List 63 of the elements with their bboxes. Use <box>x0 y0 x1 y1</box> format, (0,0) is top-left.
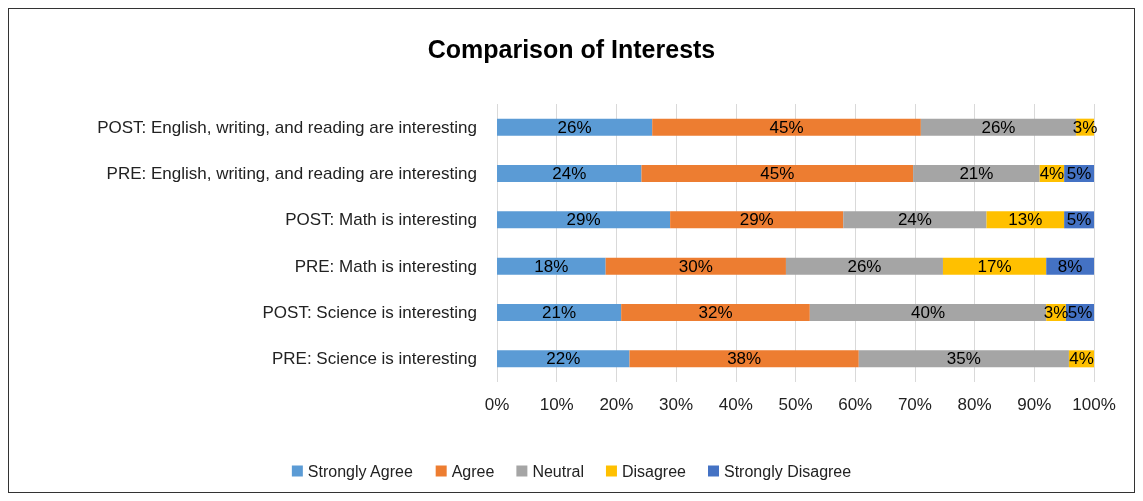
y-tick-label: PRE: English, writing, and reading are interesting <box>106 164 477 183</box>
data-label: 26% <box>981 117 1016 137</box>
bar <box>497 118 653 136</box>
bar <box>497 165 642 182</box>
x-tick-label: 0% <box>484 395 510 414</box>
data-label: 38% <box>727 349 762 369</box>
y-tick-label: PRE: Science is interesting <box>271 349 477 369</box>
bar <box>843 211 987 229</box>
data-label: 5% <box>1066 164 1092 183</box>
data-label: 35% <box>946 349 981 369</box>
bar <box>629 350 859 368</box>
x-tick-label: 20% <box>599 395 634 414</box>
data-label: 30% <box>678 256 713 276</box>
data-label: 24% <box>897 210 932 230</box>
data-label: 45% <box>769 117 804 137</box>
y-tick-label: POST: Science is interesting <box>262 303 477 322</box>
bar <box>785 257 943 275</box>
data-label: 8% <box>1057 256 1083 276</box>
data-label: 22% <box>546 349 581 369</box>
data-label: 26% <box>847 256 882 276</box>
x-tick-label: 80% <box>957 395 992 414</box>
bar <box>605 257 786 275</box>
data-label: 21% <box>542 303 577 322</box>
legend-label: Strongly Agree <box>307 462 413 480</box>
x-tick-label: 100% <box>1072 395 1116 414</box>
x-tick-label: 30% <box>659 395 694 414</box>
data-label: 45% <box>760 164 795 183</box>
y-tick-label: PRE: Math is interesting <box>294 256 477 276</box>
y-tick-label: POST: Math is interesting <box>285 210 477 230</box>
data-label: 17% <box>977 256 1012 276</box>
data-label: 32% <box>698 303 733 322</box>
legend-label: Agree <box>451 462 495 480</box>
data-label: 5% <box>1067 303 1093 322</box>
y-tick-label: POST: English, writing, and reading are interesting <box>97 117 477 137</box>
x-tick-label: 60% <box>838 395 873 414</box>
x-tick-label: 70% <box>897 395 932 414</box>
bar <box>858 350 1069 368</box>
data-label: 26% <box>557 117 592 137</box>
legend-label: Neutral <box>532 462 584 480</box>
legend-label: Strongly Disagree <box>723 462 852 480</box>
bar <box>497 350 630 368</box>
data-label: 40% <box>911 303 946 322</box>
bar <box>621 304 810 321</box>
data-label: 21% <box>959 164 994 183</box>
data-label: 29% <box>566 210 601 230</box>
data-label: 18% <box>534 256 569 276</box>
bar <box>652 118 921 136</box>
x-tick-label: 50% <box>778 395 813 414</box>
bar <box>497 211 671 229</box>
data-label: 5% <box>1066 210 1092 230</box>
chart-title: Comparison of Interests <box>427 34 716 63</box>
x-tick-label: 10% <box>539 395 574 414</box>
data-label: 13% <box>1008 210 1043 230</box>
x-tick-label: 40% <box>718 395 753 414</box>
data-label: 4% <box>1069 349 1094 369</box>
x-tick-label: 90% <box>1017 395 1052 414</box>
bar <box>913 165 1040 182</box>
data-label: 4% <box>1039 164 1065 183</box>
legend-label: Disagree <box>621 462 687 480</box>
bar <box>670 211 844 229</box>
bar <box>641 165 914 182</box>
data-label: 29% <box>739 210 774 230</box>
data-label: 24% <box>552 164 587 183</box>
